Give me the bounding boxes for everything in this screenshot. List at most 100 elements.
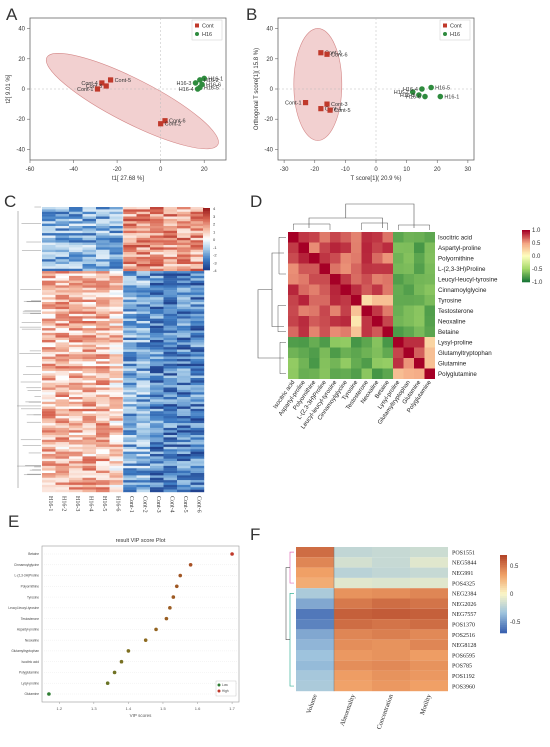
heatmap-cell — [177, 477, 191, 481]
heatmap-cell — [109, 347, 124, 350]
h16-point — [428, 84, 434, 91]
heatmap-cell — [96, 302, 110, 305]
heatmap-cell — [96, 442, 110, 445]
heatmap-cell — [42, 207, 56, 210]
colorbar-segment — [500, 556, 507, 560]
heatmap-cell — [42, 427, 56, 431]
correlation-cell — [361, 337, 372, 348]
chart-title: result VIP score Plot — [116, 538, 166, 544]
heatmap-cell — [136, 318, 151, 322]
heatmap-cell — [42, 216, 56, 220]
colorbar-tick: 1.0 — [532, 228, 541, 234]
heatmap-cell — [136, 385, 151, 388]
colorbar-segment — [500, 590, 507, 593]
heatmap-cell — [190, 382, 205, 386]
heatmap-cell — [177, 256, 191, 260]
heatmap-cell — [109, 442, 124, 445]
heatmap-cell — [55, 385, 70, 388]
colorbar-segment — [522, 276, 530, 279]
heatmap-cell — [55, 211, 70, 215]
correlation-cell — [393, 263, 404, 274]
heatmap-cell — [123, 439, 137, 443]
heatmap-cell — [163, 356, 178, 360]
heatmap-cell — [69, 349, 83, 353]
heatmap-cell — [82, 235, 97, 239]
heatmap-cell — [123, 275, 137, 279]
heatmap-cell — [69, 273, 83, 277]
cont-point — [324, 51, 330, 57]
heatmap-cell — [296, 670, 334, 681]
category-label: Lysyl-proline — [21, 681, 39, 685]
heatmap-cell — [190, 330, 205, 334]
cont-point — [327, 107, 333, 113]
heatmap-cell — [69, 278, 83, 281]
heatmap-cell — [177, 489, 191, 493]
correlation-cell — [382, 358, 393, 369]
heatmap-cell — [55, 439, 70, 443]
heatmap-cell — [96, 349, 110, 353]
correlation-cell — [319, 358, 330, 369]
heatmap-cell — [136, 456, 151, 459]
heatmap-cell — [82, 465, 97, 469]
row-label: Tyrosine — [438, 297, 462, 304]
heatmap-cell — [150, 266, 164, 269]
heatmap-cell — [109, 216, 124, 220]
heatmap-cell — [177, 335, 191, 338]
category-label: Glutamine — [24, 692, 39, 696]
heatmap-cell — [96, 449, 110, 452]
heatmap-cell — [42, 342, 56, 345]
heatmap-cell — [296, 577, 334, 589]
heatmap-cell — [190, 442, 205, 445]
heatmap-cell — [150, 423, 164, 426]
correlation-cell — [424, 305, 435, 316]
heatmap-cell — [69, 425, 83, 429]
heatmap-cell — [177, 328, 191, 331]
heatmap-cell — [150, 349, 164, 353]
heatmap-cell — [150, 304, 164, 307]
heatmap-cell — [96, 268, 110, 272]
heatmap-cell — [123, 416, 137, 419]
heatmap-cell — [42, 240, 56, 243]
heatmap-cell — [150, 375, 164, 379]
heatmap-cell — [163, 423, 178, 426]
heatmap-cell — [136, 370, 151, 374]
heatmap-cell — [55, 344, 70, 348]
heatmap-cell — [69, 404, 83, 407]
heatmap-cell — [136, 351, 151, 355]
heatmap-cell — [136, 425, 151, 429]
heatmap-cell — [82, 256, 97, 260]
heatmap-cell — [42, 230, 56, 234]
heatmap-cell — [150, 435, 164, 438]
heatmap-cell — [55, 249, 70, 253]
heatmap-cell — [96, 228, 110, 231]
heatmap-cell — [109, 385, 124, 388]
heatmap-cell — [55, 380, 70, 383]
heatmap-cell — [42, 397, 56, 400]
dendro-path — [277, 237, 286, 374]
heatmap-cell — [82, 294, 97, 298]
heatmap-cell — [109, 271, 124, 274]
heatmap-cell — [136, 430, 151, 433]
heatmap-cell — [177, 359, 191, 362]
heatmap-cell — [296, 588, 334, 599]
correlation-cell — [393, 347, 404, 358]
heatmap-cell — [96, 287, 110, 291]
correlation-cell — [351, 284, 362, 295]
heatmap-cell — [177, 349, 191, 353]
category-label: Neoxaline — [25, 638, 39, 642]
heatmap-cell — [123, 468, 137, 471]
heatmap-cell — [109, 454, 124, 457]
colorbar-segment — [500, 613, 507, 616]
legend-label-h16: H16 — [450, 32, 460, 38]
heatmap-cell — [82, 413, 97, 417]
heatmap-cell — [109, 318, 124, 322]
heatmap-cell — [42, 354, 56, 357]
heatmap-cell — [82, 420, 97, 424]
correlation-cell — [298, 263, 309, 274]
heatmap-cell — [123, 420, 137, 424]
heatmap-cell — [123, 214, 137, 217]
colorbar-segment — [522, 256, 530, 258]
heatmap-cell — [69, 297, 83, 300]
heatmap-cell — [177, 416, 191, 419]
heatmap-cell — [109, 221, 124, 224]
